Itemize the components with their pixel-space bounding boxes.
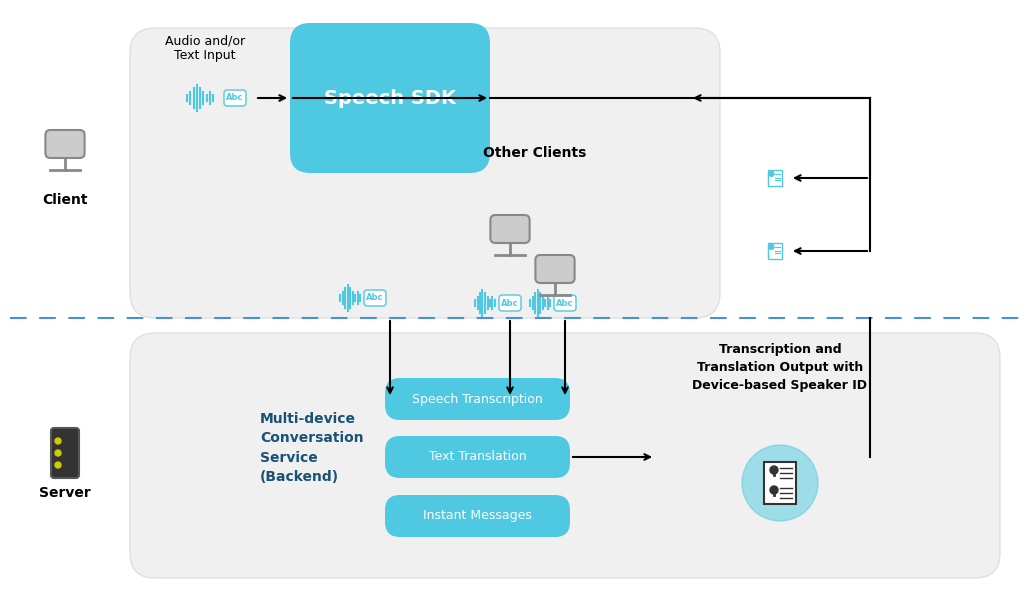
Text: Server: Server <box>39 486 91 500</box>
FancyBboxPatch shape <box>130 28 720 318</box>
FancyBboxPatch shape <box>554 295 576 311</box>
FancyBboxPatch shape <box>535 255 574 283</box>
Text: Multi-device
Conversation
Service
(Backend): Multi-device Conversation Service (Backe… <box>260 412 364 484</box>
Text: Audio and/or
Text Input: Audio and/or Text Input <box>165 34 245 62</box>
Circle shape <box>55 450 61 456</box>
Circle shape <box>770 486 778 494</box>
Circle shape <box>55 462 61 468</box>
Text: Other Clients: Other Clients <box>484 146 587 160</box>
Text: Text Translation: Text Translation <box>429 450 526 464</box>
Text: Abc: Abc <box>557 298 573 308</box>
Circle shape <box>769 244 774 249</box>
FancyBboxPatch shape <box>51 428 79 478</box>
FancyBboxPatch shape <box>385 378 570 420</box>
Text: Abc: Abc <box>501 298 519 308</box>
Circle shape <box>55 438 61 444</box>
FancyBboxPatch shape <box>385 436 570 478</box>
FancyBboxPatch shape <box>491 215 530 243</box>
Text: Abc: Abc <box>366 294 384 303</box>
Text: Abc: Abc <box>226 93 243 103</box>
Circle shape <box>770 466 778 474</box>
FancyBboxPatch shape <box>224 90 246 106</box>
FancyBboxPatch shape <box>764 462 796 504</box>
FancyBboxPatch shape <box>499 295 521 311</box>
FancyBboxPatch shape <box>130 333 1000 578</box>
Text: Transcription and
Translation Output with
Device-based Speaker ID: Transcription and Translation Output wit… <box>693 344 867 393</box>
Circle shape <box>769 171 774 176</box>
FancyBboxPatch shape <box>364 290 386 306</box>
FancyBboxPatch shape <box>290 23 490 173</box>
Text: Instant Messages: Instant Messages <box>423 510 532 523</box>
FancyBboxPatch shape <box>45 130 85 158</box>
Text: Client: Client <box>42 193 88 207</box>
FancyBboxPatch shape <box>768 169 783 186</box>
Text: Speech Transcription: Speech Transcription <box>412 393 543 405</box>
Circle shape <box>742 445 818 521</box>
FancyBboxPatch shape <box>768 242 783 259</box>
Text: Speech SDK: Speech SDK <box>324 89 456 107</box>
FancyBboxPatch shape <box>385 495 570 537</box>
